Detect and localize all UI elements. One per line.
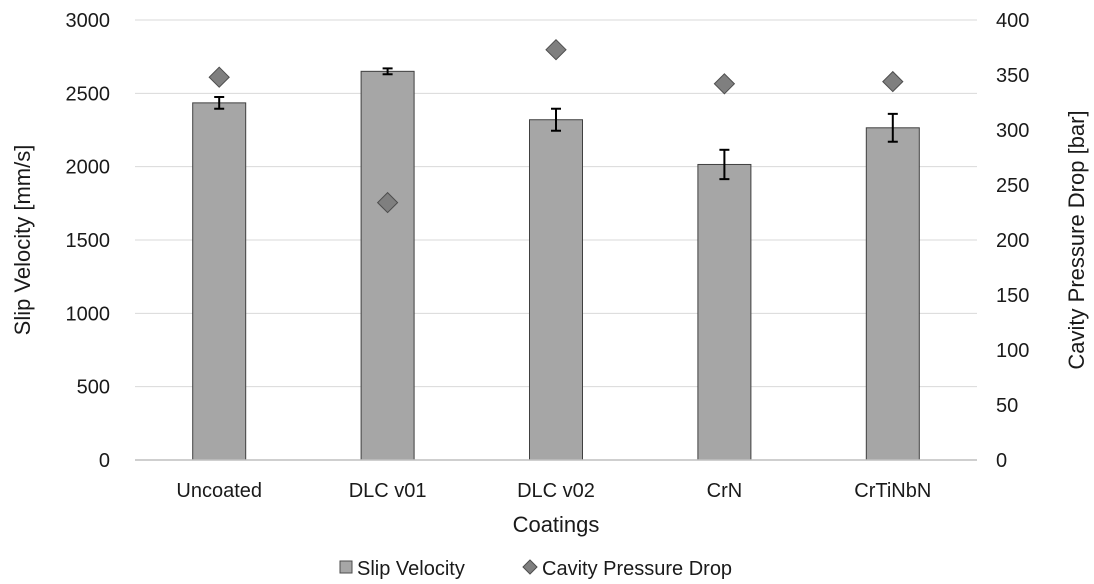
y2-tick-label: 300 bbox=[996, 120, 1029, 142]
bar bbox=[360, 70, 415, 461]
y-tick-label: 1500 bbox=[66, 230, 111, 252]
data-point bbox=[208, 66, 230, 88]
y2-tick-label: 150 bbox=[996, 285, 1029, 307]
legend: Slip Velocity Cavity Pressure Drop bbox=[339, 558, 732, 580]
data-point bbox=[882, 70, 904, 93]
y2-tick-label: 350 bbox=[996, 65, 1029, 87]
y-axis-ticks: 0 500 1000 1500 2000 2500 3000 bbox=[66, 10, 111, 472]
x-tick-label: Uncoated bbox=[176, 480, 262, 502]
data-point bbox=[545, 38, 567, 61]
data-point bbox=[713, 73, 736, 95]
bar bbox=[529, 119, 583, 461]
pressure-markers bbox=[208, 38, 904, 214]
y2-tick-label: 250 bbox=[996, 175, 1029, 197]
data-point bbox=[376, 191, 399, 214]
error-bars bbox=[214, 67, 898, 181]
y2-tick-label: 400 bbox=[996, 10, 1029, 32]
y-tick-label: 0 bbox=[99, 450, 110, 472]
bar bbox=[192, 102, 247, 461]
y-tick-label: 2500 bbox=[66, 83, 111, 105]
x-tick-label: DLC v01 bbox=[349, 480, 427, 502]
legend-swatch-slip-velocity bbox=[339, 560, 353, 574]
bar bbox=[697, 163, 752, 461]
bar bbox=[865, 127, 920, 461]
y2-tick-label: 200 bbox=[996, 230, 1029, 252]
y-tick-label: 1000 bbox=[66, 303, 111, 325]
y2-tick-label: 50 bbox=[996, 395, 1018, 417]
y-tick-label: 3000 bbox=[66, 10, 111, 32]
y-axis-title: Slip Velocity [mm/s] bbox=[10, 145, 35, 336]
x-axis-title: Coatings bbox=[513, 512, 600, 537]
x-axis-ticks: Uncoated DLC v01 DLC v02 CrN CrTiNbN bbox=[176, 480, 931, 502]
legend-label-slip-velocity: Slip Velocity bbox=[357, 558, 465, 580]
y-tick-label: 500 bbox=[77, 377, 110, 399]
y2-tick-label: 0 bbox=[996, 450, 1007, 472]
x-tick-label: DLC v02 bbox=[517, 480, 595, 502]
y2-axis-ticks: 0 50 100 150 200 250 300 350 400 bbox=[996, 10, 1029, 472]
y2-tick-label: 100 bbox=[996, 340, 1029, 362]
legend-label-cavity-pressure-drop: Cavity Pressure Drop bbox=[542, 558, 732, 580]
legend-swatch-cavity-pressure-drop bbox=[522, 559, 538, 575]
x-tick-label: CrTiNbN bbox=[854, 480, 931, 502]
x-tick-label: CrN bbox=[707, 480, 743, 502]
y2-axis-title: Cavity Pressure Drop [bar] bbox=[1064, 110, 1089, 369]
y-tick-label: 2000 bbox=[66, 157, 111, 179]
